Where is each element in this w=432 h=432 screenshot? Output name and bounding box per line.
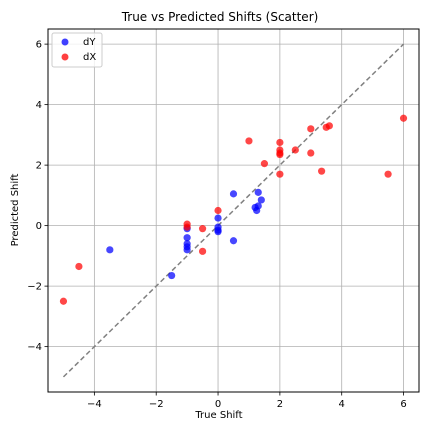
legend-marker-dx [61, 53, 69, 61]
data-point-dy [254, 188, 262, 196]
data-point-dy [229, 190, 238, 198]
x-tick-label: 2 [277, 399, 283, 410]
data-point-dx [276, 138, 284, 147]
data-point-dx [75, 262, 83, 271]
data-point-dx [384, 170, 392, 178]
data-point-dx [318, 167, 326, 175]
x-tick-label: 4 [339, 399, 345, 410]
data-point-dx [245, 137, 253, 145]
data-point-dx [59, 297, 68, 305]
y-tick-label: 2 [36, 161, 42, 172]
data-point-dx [307, 149, 315, 157]
y-tick-label: −2 [27, 282, 42, 293]
x-axis-ticks: −4 −2 0 2 4 6 [87, 392, 407, 410]
plot-frame [47, 28, 420, 393]
data-point-dx [260, 160, 269, 168]
data-point-dx [198, 225, 207, 233]
x-tick-label: 6 [400, 399, 406, 410]
y-tick-label: −4 [27, 342, 42, 353]
data-point-dy [257, 196, 265, 204]
data-point-dy [214, 214, 222, 222]
data-point-dx [291, 146, 299, 154]
grid-lines [48, 29, 419, 392]
x-tick-label: 0 [215, 399, 221, 410]
legend-marker-dy [61, 38, 69, 46]
data-point-dy [214, 228, 222, 236]
x-tick-label: −2 [149, 399, 164, 410]
x-axis-label: True Shift [194, 410, 242, 421]
data-point-dx [276, 170, 284, 178]
data-point-dy [183, 234, 191, 242]
data-point-dx [325, 122, 333, 130]
data-point-dx [307, 125, 315, 133]
x-tick-label: −4 [87, 399, 102, 410]
plot-area [47, 28, 420, 393]
data-point-dx [214, 206, 222, 215]
data-point-dx [399, 114, 408, 122]
data-points [59, 114, 408, 305]
data-point-dy [229, 237, 238, 245]
legend-label-dx: dX [83, 52, 96, 63]
y-tick-label: 4 [36, 100, 42, 111]
data-point-dx [183, 223, 191, 231]
data-point-dx [276, 150, 284, 159]
data-point-dy [168, 271, 176, 280]
data-point-dy [106, 246, 114, 254]
data-point-dy [254, 202, 262, 210]
y-axis-ticks: −4 −2 0 2 4 6 [27, 40, 48, 353]
data-point-dy [183, 246, 191, 254]
legend-label-dy: dY [83, 37, 96, 48]
reference-line [62, 43, 405, 378]
y-tick-label: 6 [36, 40, 42, 51]
legend: dY dX [51, 32, 103, 68]
y-axis-label: Predicted Shift [10, 173, 21, 246]
data-point-dx [198, 247, 207, 255]
chart-title: True vs Predicted Shifts (Scatter) [121, 10, 319, 24]
y-tick-label: 0 [36, 221, 42, 232]
